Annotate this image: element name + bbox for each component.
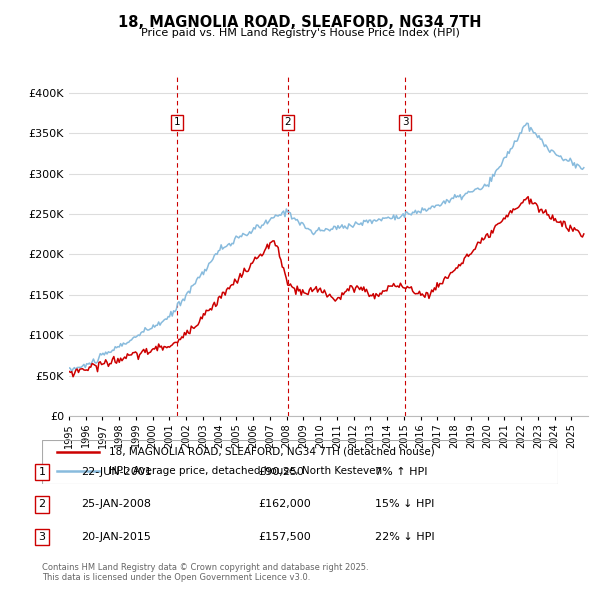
Text: 7% ↑ HPI: 7% ↑ HPI <box>375 467 427 477</box>
Text: £162,000: £162,000 <box>258 500 311 509</box>
Text: HPI: Average price, detached house, North Kesteven: HPI: Average price, detached house, Nort… <box>109 467 382 476</box>
Text: 2: 2 <box>38 500 46 509</box>
Text: £157,500: £157,500 <box>258 532 311 542</box>
Text: 22% ↓ HPI: 22% ↓ HPI <box>375 532 434 542</box>
Text: Price paid vs. HM Land Registry's House Price Index (HPI): Price paid vs. HM Land Registry's House … <box>140 28 460 38</box>
Text: Contains HM Land Registry data © Crown copyright and database right 2025.
This d: Contains HM Land Registry data © Crown c… <box>42 563 368 582</box>
Text: 2: 2 <box>284 117 291 127</box>
Text: 18, MAGNOLIA ROAD, SLEAFORD, NG34 7TH (detached house): 18, MAGNOLIA ROAD, SLEAFORD, NG34 7TH (d… <box>109 447 435 457</box>
Text: 20-JAN-2015: 20-JAN-2015 <box>81 532 151 542</box>
Text: 15% ↓ HPI: 15% ↓ HPI <box>375 500 434 509</box>
Text: 18, MAGNOLIA ROAD, SLEAFORD, NG34 7TH: 18, MAGNOLIA ROAD, SLEAFORD, NG34 7TH <box>118 15 482 30</box>
Text: £90,250: £90,250 <box>258 467 304 477</box>
Text: 25-JAN-2008: 25-JAN-2008 <box>81 500 151 509</box>
Text: 1: 1 <box>174 117 181 127</box>
Text: 1: 1 <box>38 467 46 477</box>
Text: 22-JUN-2001: 22-JUN-2001 <box>81 467 152 477</box>
Text: 3: 3 <box>401 117 409 127</box>
Text: 3: 3 <box>38 532 46 542</box>
